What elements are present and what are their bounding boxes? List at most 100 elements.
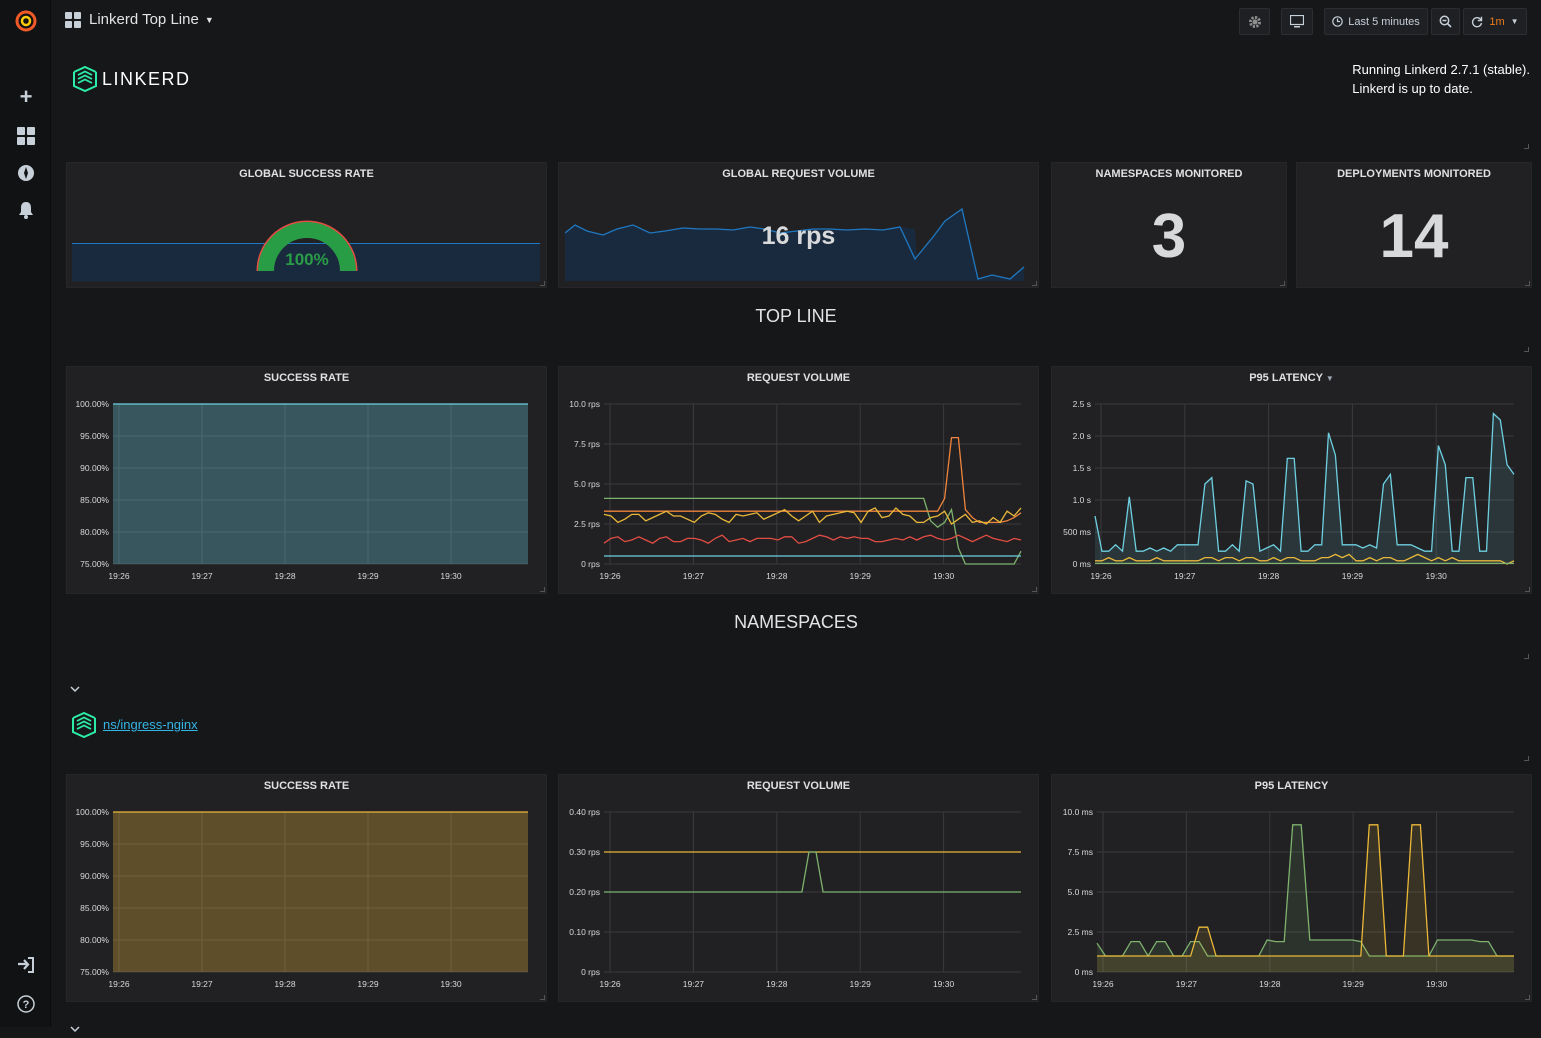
success-rate-gauge	[256, 220, 358, 272]
row-title-top-line: TOP LINE	[755, 306, 837, 326]
explore-compass-icon[interactable]	[14, 161, 38, 185]
namespace-link[interactable]: ns/ingress-nginx	[103, 717, 198, 732]
plus-icon[interactable]: +	[19, 84, 33, 109]
x-tick-label: 19:29	[1342, 571, 1364, 581]
request-volume-value: 16 rps	[761, 222, 836, 250]
x-tick-label: 19:29	[357, 979, 379, 989]
x-tick-label: 19:29	[850, 571, 872, 581]
y-tick-label: 2.0 s	[1073, 431, 1091, 441]
x-tick-label: 19:29	[850, 979, 872, 989]
panel-title: GLOBAL REQUEST VOLUME	[722, 168, 875, 180]
y-tick-label: 2.5 ms	[1067, 927, 1093, 937]
dashboards-icon[interactable]	[14, 124, 38, 148]
request-volume-sparkline	[565, 207, 1025, 281]
panel-resize-handle[interactable]	[1280, 281, 1285, 286]
zoom-out-button[interactable]	[1431, 8, 1460, 35]
panel-resize-handle[interactable]	[1032, 587, 1037, 592]
time-range-label: Last 5 minutes	[1348, 15, 1420, 28]
x-tick-label: 19:30	[440, 979, 462, 989]
panel-resize-handle[interactable]	[1525, 587, 1530, 592]
x-tick-label: 19:26	[108, 571, 130, 581]
top-navbar: Linkerd Top Line ▼ Last 5 minutes 1m ▼	[51, 0, 1541, 44]
ns-success-rate-panel: SUCCESS RATE 100.00% 95.00% 90.00% 85.00% 80…	[66, 774, 547, 1002]
x-tick-label: 19:26	[599, 979, 621, 989]
row-collapse-chevron-icon[interactable]	[70, 680, 80, 698]
panel-resize-handle[interactable]	[540, 281, 545, 286]
y-tick-label: 2.5 rps	[574, 519, 600, 529]
linkerd-wordmark: LINKERD	[102, 68, 191, 89]
panel-resize-handle[interactable]	[1032, 281, 1037, 286]
panel-title: NAMESPACES MONITORED	[1095, 168, 1243, 180]
panel-resize-handle[interactable]	[540, 995, 545, 1000]
namespaces-monitored-panel: NAMESPACES MONITORED 3	[1051, 162, 1287, 288]
y-tick-label: 85.00%	[80, 903, 109, 913]
panel-resize-handle[interactable]	[1524, 756, 1529, 761]
y-tick-label: 95.00%	[80, 431, 109, 441]
ns-p95-latency-panel: P95 LATENCY 10.0 ms 7.5 ms 5.0 ms 2.5 ms 0 m…	[1051, 774, 1532, 1002]
panel-title: GLOBAL SUCCESS RATE	[239, 168, 374, 180]
grafana-logo-icon[interactable]	[14, 9, 38, 33]
panel-title: SUCCESS RATE	[263, 372, 350, 384]
y-tick-label: 75.00%	[80, 559, 109, 569]
y-tick-label: 0 rps	[581, 967, 600, 977]
x-tick-label: 19:28	[1258, 571, 1280, 581]
sign-in-icon[interactable]	[14, 953, 38, 977]
panel-title: SUCCESS RATE	[263, 780, 350, 792]
panel-title: REQUEST VOLUME	[746, 780, 851, 792]
series-line-2	[603, 507, 1022, 525]
series-line-0	[604, 497, 1022, 565]
x-tick-label: 19:27	[683, 571, 705, 581]
deployments-monitored-panel: DEPLOYMENTS MONITORED 14	[1296, 162, 1532, 288]
panel-resize-handle[interactable]	[1524, 654, 1529, 659]
panel-resize-handle[interactable]	[540, 587, 545, 592]
y-tick-label: 95.00%	[80, 839, 109, 849]
refresh-picker[interactable]: 1m ▼	[1463, 8, 1527, 35]
dashboard-picker[interactable]: Linkerd Top Line ▼	[65, 11, 214, 28]
x-tick-label: 19:26	[1092, 979, 1114, 989]
namespaces-count: 3	[1151, 202, 1187, 271]
settings-button[interactable]	[1239, 8, 1270, 35]
p95-latency-chart: 2.5 s 2.0 s 1.5 s 1.0 s 500 ms 0 ms 19:26 19:27…	[1063, 399, 1515, 581]
success-rate-value: 100%	[285, 250, 329, 269]
y-tick-label: 7.5 ms	[1067, 847, 1093, 857]
time-range-picker[interactable]: Last 5 minutes	[1324, 8, 1428, 35]
series-line-0	[1094, 412, 1515, 553]
panel-title: P95 LATENCY	[1254, 780, 1329, 792]
series-area	[113, 404, 528, 564]
x-tick-label: 19:30	[1426, 571, 1448, 581]
y-tick-label: 100.00%	[75, 399, 109, 409]
panel-resize-handle[interactable]	[1525, 995, 1530, 1000]
y-tick-label: 85.00%	[80, 495, 109, 505]
x-tick-label: 19:27	[191, 979, 213, 989]
row-collapse-chevron-icon[interactable]	[70, 1020, 80, 1038]
linkerd-version-status: Running Linkerd 2.7.1 (stable). Linkerd …	[1352, 60, 1530, 98]
y-tick-label: 90.00%	[80, 463, 109, 473]
panel-resize-handle[interactable]	[1525, 281, 1530, 286]
y-tick-label: 1.5 s	[1073, 463, 1091, 473]
caret-down-icon: ▼	[204, 14, 214, 25]
ns-request-volume-chart: 0.40 rps 0.30 rps 0.20 rps 0.10 rps 0 rps 19:…	[569, 807, 1021, 989]
panel-resize-handle[interactable]	[1524, 347, 1529, 352]
linkerd-logo: LINKERD	[72, 66, 191, 92]
series-line-1	[604, 851, 1021, 893]
help-icon[interactable]: ?	[14, 992, 38, 1016]
x-tick-label: 19:28	[274, 571, 296, 581]
refresh-icon	[1472, 16, 1483, 27]
panel-resize-handle[interactable]	[1524, 144, 1529, 149]
x-tick-label: 19:30	[933, 979, 955, 989]
alerting-bell-icon[interactable]	[14, 198, 38, 222]
cycle-view-mode-button[interactable]	[1281, 8, 1313, 35]
y-tick-label: 80.00%	[80, 527, 109, 537]
x-tick-label: 19:26	[108, 979, 130, 989]
y-tick-label: 5.0 ms	[1067, 887, 1093, 897]
success-rate-chart: 100.00% 95.00% 90.00% 85.00% 80.00% 75.00% 19:…	[75, 399, 528, 581]
success-rate-sparkline	[72, 243, 540, 282]
x-tick-label: 19:27	[1176, 979, 1198, 989]
panel-resize-handle[interactable]	[1032, 995, 1037, 1000]
y-tick-label: 5.0 rps	[574, 479, 600, 489]
series-line-0	[1096, 824, 1514, 958]
panel-menu-caret-icon[interactable]: ▼	[1325, 374, 1334, 383]
x-tick-label: 19:30	[440, 571, 462, 581]
x-tick-label: 19:28	[766, 571, 788, 581]
request-volume-panel: REQUEST VOLUME 10.0 rps 7.5 rps 5.0 rps 2.5…	[558, 366, 1039, 594]
